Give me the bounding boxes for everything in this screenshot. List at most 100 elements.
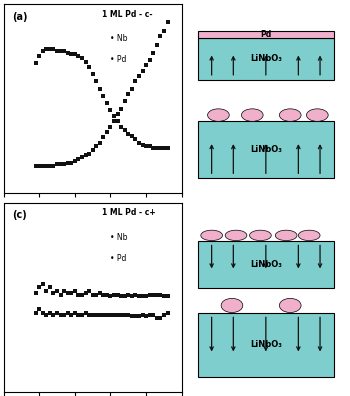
Point — [33, 310, 38, 316]
Point — [69, 290, 74, 296]
Ellipse shape — [201, 230, 223, 241]
Point — [140, 311, 145, 318]
Point — [165, 145, 170, 151]
Text: • Pd: • Pd — [111, 254, 127, 263]
Point — [69, 311, 74, 318]
Point — [33, 290, 38, 296]
Point — [111, 118, 117, 124]
Text: 1 ML Pd - c+: 1 ML Pd - c+ — [102, 208, 155, 217]
Point — [100, 134, 106, 141]
Point — [144, 293, 149, 300]
Point — [61, 311, 67, 318]
Ellipse shape — [298, 230, 320, 241]
Point — [115, 311, 120, 318]
Point — [83, 152, 88, 158]
Point — [108, 293, 113, 300]
Point — [51, 290, 56, 296]
Text: (c): (c) — [12, 210, 27, 220]
Ellipse shape — [275, 230, 297, 241]
Point — [133, 78, 138, 85]
Point — [51, 163, 56, 169]
Ellipse shape — [307, 109, 328, 121]
Point — [36, 306, 42, 312]
Point — [97, 140, 103, 146]
Point — [43, 311, 49, 318]
Point — [129, 132, 135, 139]
Point — [54, 310, 60, 316]
Bar — [198, 38, 334, 80]
Point — [90, 71, 96, 78]
Point — [147, 311, 153, 318]
Point — [122, 293, 127, 300]
Point — [136, 140, 142, 146]
Point — [150, 50, 156, 56]
Ellipse shape — [225, 230, 247, 241]
Text: LiNbO₃: LiNbO₃ — [250, 145, 282, 154]
Point — [144, 62, 149, 69]
Point — [93, 291, 99, 298]
Point — [51, 46, 56, 52]
Point — [154, 145, 160, 151]
Point — [129, 293, 135, 300]
Point — [69, 160, 74, 166]
Point — [144, 143, 149, 150]
Point — [140, 67, 145, 74]
Point — [111, 112, 117, 119]
Point — [72, 288, 78, 294]
Point — [115, 111, 120, 117]
Point — [90, 311, 96, 318]
Point — [104, 100, 110, 106]
Point — [100, 291, 106, 298]
Point — [61, 48, 67, 54]
Point — [47, 163, 52, 169]
Point — [33, 60, 38, 67]
Point — [65, 160, 70, 166]
Point — [76, 311, 81, 318]
Point — [161, 311, 167, 318]
Point — [76, 53, 81, 59]
Point — [158, 315, 163, 321]
Point — [83, 310, 88, 316]
Point — [108, 311, 113, 318]
Point — [104, 311, 110, 318]
Text: Pd: Pd — [260, 30, 272, 39]
Ellipse shape — [241, 109, 263, 121]
Point — [140, 293, 145, 300]
Point — [129, 86, 135, 92]
Point — [90, 291, 96, 298]
Point — [104, 291, 110, 298]
Point — [150, 145, 156, 151]
Point — [161, 145, 167, 151]
Point — [133, 313, 138, 320]
Point — [76, 156, 81, 162]
Point — [79, 291, 85, 298]
Point — [86, 288, 92, 294]
Point — [118, 293, 124, 300]
Point — [43, 163, 49, 169]
Point — [40, 163, 46, 169]
Point — [136, 313, 142, 320]
Point — [58, 161, 63, 168]
Point — [158, 145, 163, 151]
Point — [126, 91, 131, 97]
Point — [115, 291, 120, 298]
Point — [54, 161, 60, 168]
Point — [79, 55, 85, 61]
Y-axis label: Signal Intensity (Arb. Unit): Signal Intensity (Arb. Unit) — [0, 246, 1, 348]
Ellipse shape — [279, 298, 301, 312]
Text: (a): (a) — [12, 11, 28, 21]
Point — [43, 288, 49, 294]
Point — [136, 293, 142, 300]
Bar — [198, 121, 334, 178]
Point — [90, 147, 96, 153]
Point — [86, 311, 92, 318]
Point — [122, 127, 127, 133]
Point — [133, 136, 138, 142]
Point — [36, 284, 42, 291]
Point — [61, 161, 67, 168]
Point — [154, 291, 160, 298]
Point — [93, 78, 99, 85]
Point — [108, 124, 113, 130]
Point — [40, 281, 46, 287]
Text: 1 ML Pd - c-: 1 ML Pd - c- — [102, 10, 152, 19]
